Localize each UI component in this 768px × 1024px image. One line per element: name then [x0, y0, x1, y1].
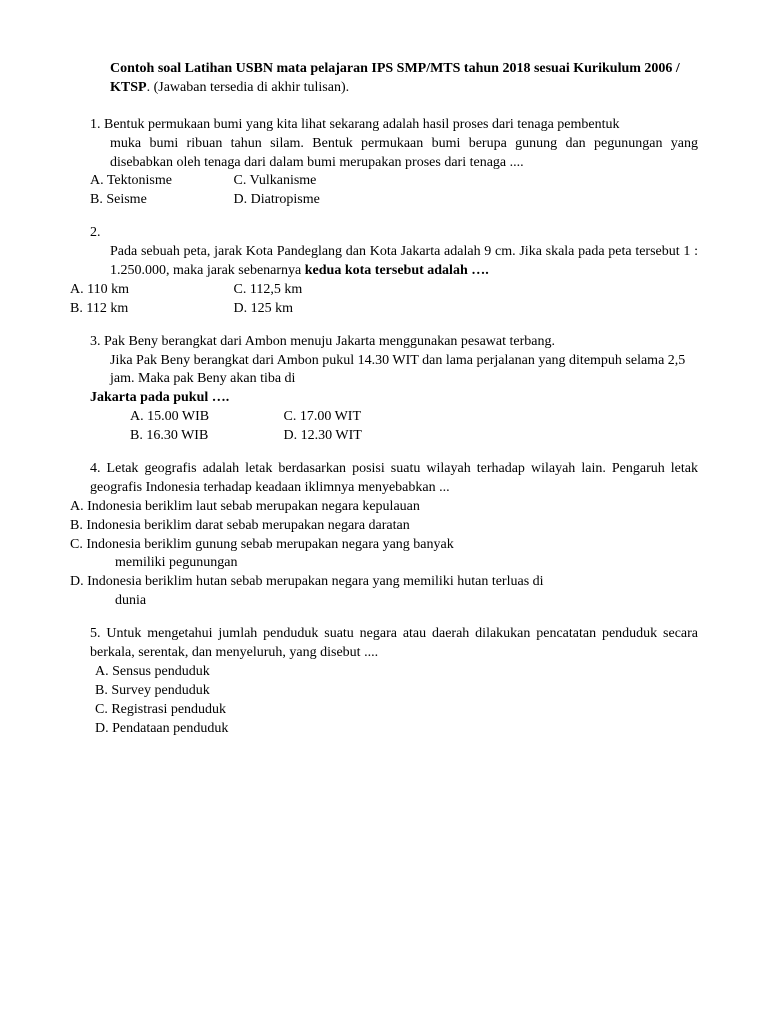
q5-opt-b: B. Survey penduduk	[95, 682, 698, 701]
q3-text1: Pak Beny berangkat dari Ambon menuju Jak…	[104, 334, 555, 349]
document-title: Contoh soal Latihan USBN mata pelajaran …	[110, 60, 698, 98]
q1-opt-b: B. Seisme	[90, 191, 230, 210]
q5-num: 5.	[90, 626, 101, 641]
q5-opt-c: C. Registrasi penduduk	[95, 701, 698, 720]
q1-opt-c: C. Vulkanisme	[234, 173, 317, 188]
q4-opt-d2: dunia	[115, 592, 698, 611]
q5-opt-d: D. Pendataan penduduk	[95, 720, 698, 739]
q4-text: Letak geografis adalah letak berdasarkan…	[90, 461, 698, 495]
q3-opt-a: A. 15.00 WIB	[130, 408, 280, 427]
q3-text3-bold: Jakarta pada pukul ….	[90, 390, 229, 405]
q2-bold: kedua kota tersebut adalah ….	[305, 263, 489, 278]
q5-text: Untuk mengetahui jumlah penduduk suatu n…	[90, 626, 698, 660]
q3-line1: 3. Pak Beny berangkat dari Ambon menuju …	[90, 333, 698, 352]
question-1: 1. Bentuk permukaan bumi yang kita lihat…	[70, 116, 698, 210]
q5-opt-a: A. Sensus penduduk	[95, 663, 698, 682]
q3-opts-row1: A. 15.00 WIB C. 17.00 WIT	[130, 408, 698, 427]
q1-opt-d: D. Diatropisme	[234, 192, 320, 207]
q1-opts-row1: A. Tektonisme C. Vulkanisme	[90, 172, 698, 191]
q2-opts-row2: B. 112 km D. 125 km	[70, 300, 698, 319]
title-normal: . (Jawaban tersedia di akhir tulisan).	[147, 80, 350, 95]
q2-body: Pada sebuah peta, jarak Kota Pandeglang …	[110, 243, 698, 281]
q4-opt-a: A. Indonesia beriklim laut sebab merupak…	[70, 498, 698, 517]
q1-num: 1.	[90, 117, 101, 132]
q2-opt-a: A. 110 km	[70, 281, 230, 300]
q3-opt-d: D. 12.30 WIT	[284, 428, 362, 443]
q4-body: 4. Letak geografis adalah letak berdasar…	[90, 460, 698, 498]
q1-opt-a: A. Tektonisme	[90, 172, 230, 191]
q2-opt-d: D. 125 km	[234, 301, 294, 316]
q4-opt-b: B. Indonesia beriklim darat sebab merupa…	[70, 517, 698, 536]
q3-opt-c: C. 17.00 WIT	[284, 409, 362, 424]
q2-opt-b: B. 112 km	[70, 300, 230, 319]
q4-opt-c1: C. Indonesia beriklim gunung sebab merup…	[70, 536, 698, 555]
q2-opts-row1: A. 110 km C. 112,5 km	[70, 281, 698, 300]
q4-opt-d1: D. Indonesia beriklim hutan sebab merupa…	[70, 573, 698, 592]
q1-text2: muka bumi ribuan tahun silam. Bentuk per…	[110, 135, 698, 173]
q1-text1: Bentuk permukaan bumi yang kita lihat se…	[104, 117, 620, 132]
q2-num: 2.	[90, 224, 698, 243]
q3-num: 3.	[90, 334, 101, 349]
q3-opts-row2: B. 16.30 WIB D. 12.30 WIT	[130, 427, 698, 446]
q3-opt-b: B. 16.30 WIB	[130, 427, 280, 446]
question-3: 3. Pak Beny berangkat dari Ambon menuju …	[70, 333, 698, 446]
q2-opt-c: C. 112,5 km	[234, 282, 303, 297]
q1-body: 1. Bentuk permukaan bumi yang kita lihat…	[90, 116, 698, 135]
q1-opts-row2: B. Seisme D. Diatropisme	[90, 191, 698, 210]
q4-opt-c2: memiliki pegunungan	[115, 554, 698, 573]
q3-text3: Jakarta pada pukul ….	[90, 389, 698, 408]
q3-text2: Jika Pak Beny berangkat dari Ambon pukul…	[110, 352, 698, 390]
question-2: 2. Pada sebuah peta, jarak Kota Pandegla…	[70, 224, 698, 318]
question-4: 4. Letak geografis adalah letak berdasar…	[70, 460, 698, 611]
q4-num: 4.	[90, 461, 101, 476]
q5-body: 5. Untuk mengetahui jumlah penduduk suat…	[90, 625, 698, 663]
question-5: 5. Untuk mengetahui jumlah penduduk suat…	[70, 625, 698, 738]
